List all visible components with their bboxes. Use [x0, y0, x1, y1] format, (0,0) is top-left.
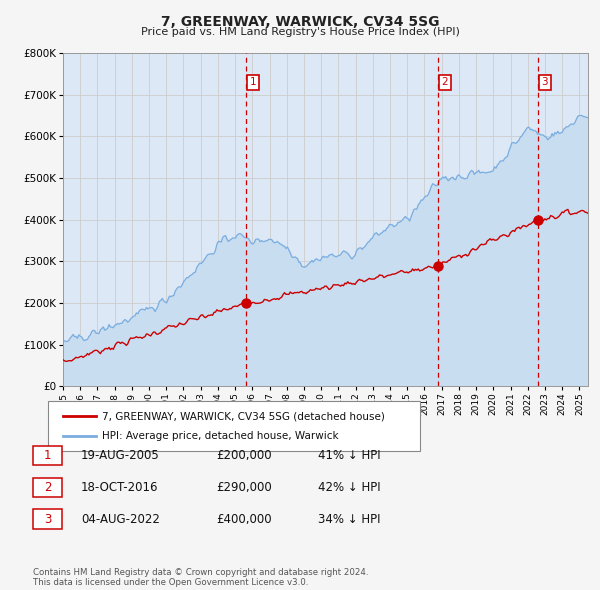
Text: This data is licensed under the Open Government Licence v3.0.: This data is licensed under the Open Gov…: [33, 578, 308, 587]
Text: 3: 3: [44, 513, 51, 526]
Text: £400,000: £400,000: [216, 513, 272, 526]
Text: HPI: Average price, detached house, Warwick: HPI: Average price, detached house, Warw…: [102, 431, 338, 441]
Text: 1: 1: [44, 449, 51, 462]
Text: 7, GREENWAY, WARWICK, CV34 5SG: 7, GREENWAY, WARWICK, CV34 5SG: [161, 15, 439, 29]
Text: £290,000: £290,000: [216, 481, 272, 494]
Text: 42% ↓ HPI: 42% ↓ HPI: [318, 481, 380, 494]
Text: 2: 2: [44, 481, 51, 494]
Text: 34% ↓ HPI: 34% ↓ HPI: [318, 513, 380, 526]
Text: 04-AUG-2022: 04-AUG-2022: [81, 513, 160, 526]
Text: 41% ↓ HPI: 41% ↓ HPI: [318, 449, 380, 462]
Text: Price paid vs. HM Land Registry's House Price Index (HPI): Price paid vs. HM Land Registry's House …: [140, 27, 460, 37]
Text: £200,000: £200,000: [216, 449, 272, 462]
Text: 3: 3: [541, 77, 548, 87]
Text: 18-OCT-2016: 18-OCT-2016: [81, 481, 158, 494]
Text: 2: 2: [442, 77, 448, 87]
Text: Contains HM Land Registry data © Crown copyright and database right 2024.: Contains HM Land Registry data © Crown c…: [33, 568, 368, 577]
Text: 19-AUG-2005: 19-AUG-2005: [81, 449, 160, 462]
Text: 7, GREENWAY, WARWICK, CV34 5SG (detached house): 7, GREENWAY, WARWICK, CV34 5SG (detached…: [102, 411, 385, 421]
Text: 1: 1: [250, 77, 256, 87]
